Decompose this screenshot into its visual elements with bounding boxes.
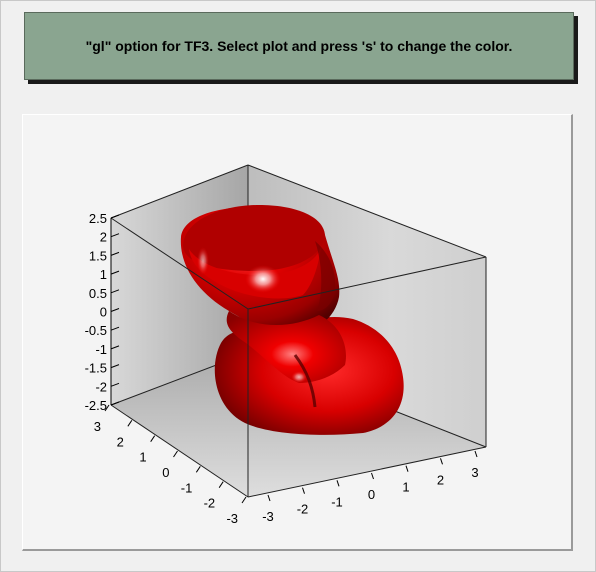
surface-crease xyxy=(293,354,317,408)
x-tick-label: 1 xyxy=(402,480,409,495)
z-tick-label: -1.5 xyxy=(85,361,107,376)
title-box[interactable]: "gl" option for TF3. Select plot and pre… xyxy=(24,12,574,80)
z-tick-label: 2 xyxy=(100,230,107,245)
z-tick-mark xyxy=(110,382,120,387)
x-tick-label: -3 xyxy=(262,509,274,524)
box-front-edges xyxy=(110,217,487,497)
y-axis: 3 21 0 -1 -2 -3 xyxy=(94,404,247,526)
y-tick-mark xyxy=(218,481,224,488)
title-text: "gl" option for TF3. Select plot and pre… xyxy=(85,38,513,54)
y-tick-label: -2 xyxy=(204,496,216,511)
y-tick-label: -3 xyxy=(226,511,238,526)
x-tick-label: 0 xyxy=(368,487,375,502)
surface-specular-top xyxy=(245,265,281,293)
z-tick-label: 2.5 xyxy=(89,211,107,226)
z-axis: 2.5 2 1.5 1 0.5 0 -0.5 -1 -1.5 -2 -2.5 xyxy=(85,211,120,413)
x-tick-mark xyxy=(405,465,409,472)
y-tick-mark xyxy=(150,435,156,442)
x-tick-mark xyxy=(371,472,374,480)
z-tick-label: 0.5 xyxy=(89,286,107,301)
z-tick-mark xyxy=(110,326,120,331)
y-tick-mark xyxy=(127,420,133,427)
surface-cup-opening xyxy=(183,205,325,271)
z-tick-label: -1 xyxy=(95,342,107,357)
z-tick-label: -0.5 xyxy=(85,323,107,338)
x-axis: -3 -2 -1 0 1 2 3 xyxy=(262,450,479,524)
z-tick-mark xyxy=(110,364,120,369)
surface-right-fold xyxy=(315,241,336,311)
surface-specular-lower xyxy=(291,371,307,383)
x-tick-mark xyxy=(302,487,305,494)
x-tick-mark xyxy=(267,494,271,502)
y-tick-mark xyxy=(104,404,110,412)
x-tick-mark xyxy=(440,458,443,465)
z-tick-mark xyxy=(110,345,120,350)
plot-pad[interactable]: 2.5 2 1.5 1 0.5 0 -0.5 -1 -1.5 -2 -2.5 3 2 1 0 -1 -2 -3 … xyxy=(22,114,573,551)
z-tick-mark xyxy=(110,401,120,406)
x-tick-label: -2 xyxy=(297,502,309,517)
y-tick-label: 0 xyxy=(162,465,169,480)
y-tick-mark xyxy=(195,466,201,473)
x-tick-mark xyxy=(474,450,478,458)
surface-twist xyxy=(226,311,346,383)
x-tick-label: 2 xyxy=(437,472,444,487)
x-tick-label: -1 xyxy=(331,494,343,509)
y-tick-label: 1 xyxy=(139,450,146,465)
y-tick-label: 2 xyxy=(117,434,124,449)
y-tick-mark xyxy=(241,496,247,504)
z-tick-mark xyxy=(110,308,120,312)
y-tick-mark xyxy=(173,450,178,458)
z-tick-mark xyxy=(110,270,120,275)
z-tick-mark xyxy=(110,289,120,294)
z-tick-label: -2.5 xyxy=(85,398,107,413)
y-tick-label: -1 xyxy=(181,480,193,495)
y-tick-label: 3 xyxy=(94,419,101,434)
z-tick-mark xyxy=(110,233,120,238)
tf3-surface[interactable] xyxy=(180,205,404,435)
x-tick-mark xyxy=(336,480,340,487)
z-tick-label: -2 xyxy=(95,379,107,394)
z-tick-label: 1 xyxy=(100,267,107,282)
tf3-plot[interactable]: 2.521.510.50-0.5-1-1.5-2-2.5 3210-1-2-3 … xyxy=(23,115,571,549)
x-tick-label: 3 xyxy=(471,465,478,480)
z-tick-label: 0 xyxy=(100,305,107,320)
z-tick-mark xyxy=(110,214,120,219)
z-tick-label: 1.5 xyxy=(89,248,107,263)
surface-specular-side xyxy=(197,247,209,275)
z-tick-mark xyxy=(110,251,120,256)
surface-cup-inner xyxy=(189,247,321,299)
